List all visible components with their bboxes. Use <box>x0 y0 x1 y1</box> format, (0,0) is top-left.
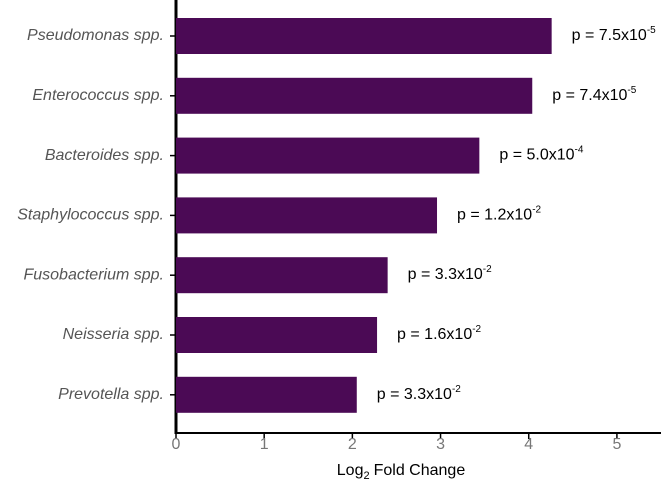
p-value-text: p = 5.0x10 <box>499 147 574 164</box>
p-value-exponent: -2 <box>483 264 492 275</box>
bar <box>176 18 552 54</box>
p-value-label: p = 5.0x10-4 <box>499 144 584 164</box>
bar <box>176 77 533 114</box>
x-axis-title: Log2 Fold Change <box>337 462 466 482</box>
bar <box>176 376 357 413</box>
p-value-label: p = 3.3x10-2 <box>377 383 462 403</box>
x-tick-label: 2 <box>348 436 357 453</box>
bar <box>176 137 480 174</box>
x-tick-label: 0 <box>172 436 181 453</box>
p-value-label: p = 1.6x10-2 <box>397 324 482 344</box>
p-value-exponent: -5 <box>647 25 656 36</box>
y-tick-label: Neisseria spp. <box>63 326 164 343</box>
x-tick-label: 5 <box>612 436 621 453</box>
p-value-label: p = 7.5x10-5 <box>572 25 657 45</box>
p-value-label: p = 7.4x10-5 <box>552 84 637 104</box>
p-value-label: p = 1.2x10-2 <box>457 204 542 224</box>
p-value-text: p = 7.4x10 <box>552 87 627 104</box>
p-value-exponent: -5 <box>627 84 636 95</box>
y-tick-label: Prevotella spp. <box>58 386 164 403</box>
p-value-exponent: -2 <box>532 204 541 215</box>
y-tick-label: Staphylococcus spp. <box>17 207 164 224</box>
y-tick-label: Fusobacterium spp. <box>23 266 164 283</box>
p-value-text: p = 7.5x10 <box>572 27 647 44</box>
p-value-text: p = 1.6x10 <box>397 326 472 343</box>
p-value-text: p = 3.3x10 <box>408 266 483 283</box>
x-tick-label: 3 <box>436 436 445 453</box>
p-value-text: p = 1.2x10 <box>457 207 532 224</box>
p-value-exponent: -2 <box>472 324 481 335</box>
p-value-exponent: -4 <box>575 144 584 155</box>
y-tick-label: Bacteroides spp. <box>45 147 164 164</box>
bar <box>176 317 378 353</box>
p-value-exponent: -2 <box>452 383 461 394</box>
x-title-base: Log <box>337 462 364 479</box>
bar <box>176 197 438 234</box>
y-tick-label: Pseudomonas spp. <box>27 27 164 44</box>
x-tick-label: 4 <box>524 436 533 453</box>
p-value-label: p = 3.3x10-2 <box>408 264 493 284</box>
y-tick-label: Enterococcus spp. <box>32 87 164 104</box>
x-tick-label: 1 <box>260 436 269 453</box>
p-value-text: p = 3.3x10 <box>377 386 452 403</box>
x-title-rest: Fold Change <box>374 462 466 479</box>
bar <box>176 257 388 294</box>
x-title-subscript: 2 <box>363 470 369 482</box>
